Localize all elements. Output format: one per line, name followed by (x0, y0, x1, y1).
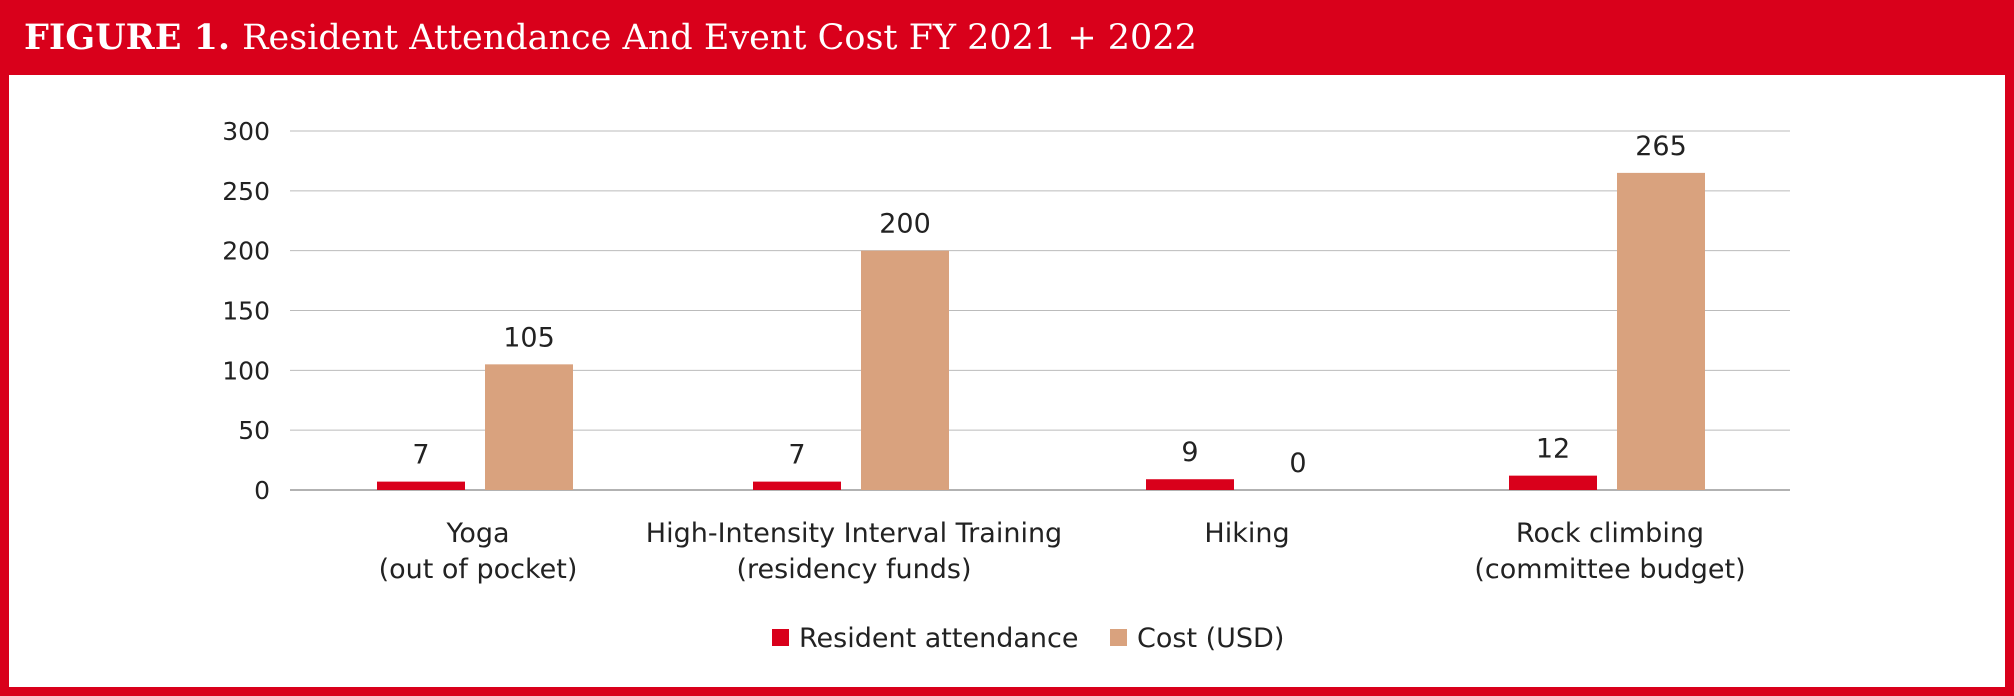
data-label-cost-1: 200 (879, 209, 931, 240)
category-sublabel-0: (out of pocket) (379, 554, 578, 585)
legend-attendance-label: Resident attendance (799, 623, 1078, 654)
figure-label: FIGURE 1. (24, 17, 231, 58)
bar-attendance-0 (377, 481, 465, 490)
category-sublabel-1: (residency funds) (737, 554, 972, 585)
figure-title: Resident Attendance And Event Cost FY 20… (242, 17, 1197, 58)
category-label-2: Hiking (1204, 518, 1289, 549)
bar-attendance-1 (753, 481, 841, 490)
data-label-attendance-1: 7 (788, 440, 805, 471)
data-label-attendance-2: 9 (1181, 437, 1198, 468)
figure-header: FIGURE 1. Resident Attendance And Event … (0, 0, 2014, 75)
legend-cost-label: Cost (USD) (1137, 623, 1284, 654)
data-label-attendance-3: 12 (1536, 434, 1570, 465)
data-label-attendance-0: 7 (412, 440, 429, 471)
category-label-0: Yoga (445, 518, 509, 549)
y-tick-label-250: 250 (222, 177, 270, 206)
bar-attendance-3 (1509, 475, 1597, 490)
bar-cost-3 (1617, 172, 1705, 490)
y-tick-label-150: 150 (222, 297, 270, 326)
data-label-cost-3: 265 (1635, 131, 1687, 162)
bar-cost-1 (861, 250, 949, 490)
legend-cost-swatch (1110, 629, 1127, 646)
y-tick-label-300: 300 (222, 117, 270, 146)
category-label-1: High-Intensity Interval Training (646, 518, 1062, 549)
bar-attendance-2 (1146, 479, 1234, 490)
y-tick-label-200: 200 (222, 237, 270, 266)
y-tick-label-50: 50 (238, 416, 270, 445)
bar-cost-0 (485, 364, 573, 490)
data-label-cost-2: 0 (1289, 448, 1306, 479)
category-sublabel-3: (committee budget) (1474, 554, 1745, 585)
y-tick-label-0: 0 (254, 476, 270, 505)
category-label-3: Rock climbing (1516, 518, 1704, 549)
legend-attendance-swatch (772, 629, 789, 646)
data-label-cost-0: 105 (503, 322, 555, 353)
y-tick-label-100: 100 (222, 356, 270, 385)
